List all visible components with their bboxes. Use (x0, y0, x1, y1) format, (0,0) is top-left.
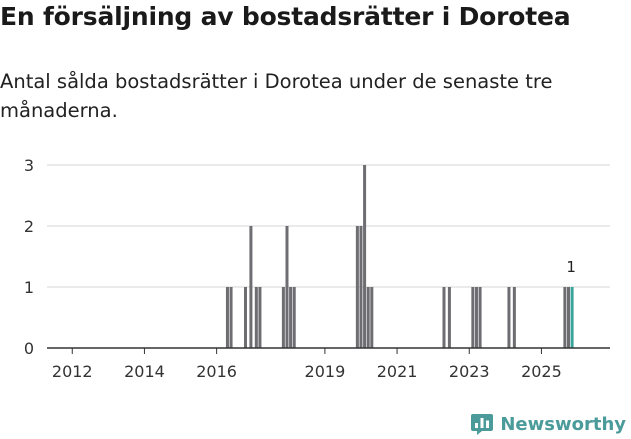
bar (507, 287, 511, 348)
bar (566, 287, 570, 348)
x-tick-label: 2012 (52, 362, 93, 381)
bar (447, 287, 451, 348)
bar (243, 287, 247, 348)
bar (254, 287, 258, 348)
x-tick-label: 2014 (124, 362, 165, 381)
bar (292, 287, 296, 348)
data-label: 1 (566, 258, 576, 276)
bar (249, 226, 253, 348)
bars (225, 165, 574, 348)
bar (563, 287, 567, 348)
bar (478, 287, 482, 348)
bar (471, 287, 475, 348)
x-axis-ticks: 2012 2014 2016 2019 2021 2023 2025 (52, 348, 562, 381)
brand-footer: Newsworthy (470, 409, 626, 439)
bar-highlight (570, 287, 574, 348)
x-tick-label: 2016 (196, 362, 237, 381)
y-tick-label: 2 (24, 217, 34, 236)
brand-name: Newsworthy (500, 413, 626, 435)
y-tick-label: 0 (24, 339, 34, 358)
x-tick-label: 2019 (305, 362, 346, 381)
bar-chart: 0 1 2 3 2012 2014 2016 2019 2021 2023 2025 1 (24, 156, 610, 381)
bar (281, 287, 285, 348)
bar (355, 226, 359, 348)
bar (512, 287, 516, 348)
bar (366, 287, 370, 348)
bar (474, 287, 478, 348)
x-tick-label: 2021 (377, 362, 418, 381)
bar (289, 287, 293, 348)
y-tick-label: 1 (24, 278, 34, 297)
data-labels: 1 (566, 258, 576, 276)
y-axis-ticks: 0 1 2 3 (24, 156, 34, 358)
bar (442, 287, 446, 348)
y-tick-label: 3 (24, 156, 34, 175)
bar (370, 287, 374, 348)
x-tick-label: 2023 (449, 362, 490, 381)
bar (229, 287, 233, 348)
bar (285, 226, 289, 348)
bar (225, 287, 229, 348)
bar (258, 287, 262, 348)
newsworthy-logo-icon (471, 414, 494, 435)
chart-subtitle: Antal sålda bostadsrätter i Dorotea unde… (0, 70, 553, 122)
bar (359, 226, 363, 348)
gridlines (47, 164, 610, 288)
x-tick-label: 2025 (521, 362, 562, 381)
chart-title: En försäljning av bostadsrätter i Dorote… (0, 2, 571, 31)
bar (363, 165, 367, 348)
